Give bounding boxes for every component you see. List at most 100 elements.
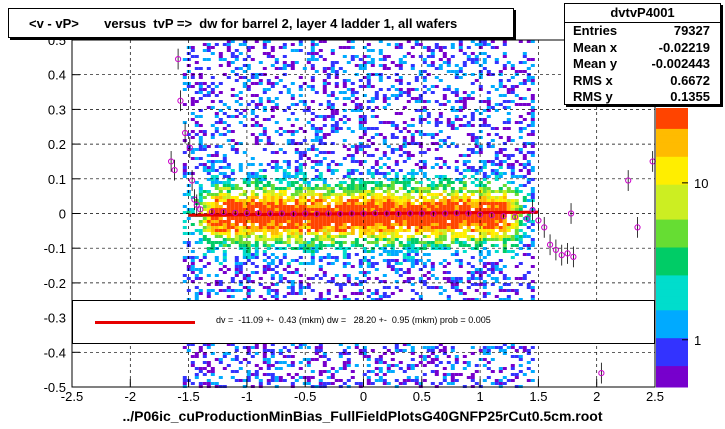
heatmap-cell bbox=[374, 94, 379, 97]
heatmap-cell bbox=[506, 88, 511, 91]
heatmap-cell bbox=[470, 73, 475, 76]
heatmap-cell bbox=[474, 79, 479, 82]
heatmap-cell bbox=[530, 280, 535, 283]
heatmap-cell bbox=[198, 349, 203, 352]
heatmap-cell bbox=[494, 217, 499, 220]
heatmap-cell bbox=[182, 121, 187, 124]
heatmap-cell bbox=[382, 223, 387, 226]
heatmap-cell bbox=[530, 256, 535, 259]
heatmap-cell bbox=[498, 226, 503, 229]
heatmap-cell bbox=[278, 376, 283, 379]
heatmap-cell bbox=[218, 172, 223, 175]
heatmap-cell bbox=[230, 172, 235, 175]
heatmap-cell bbox=[246, 277, 251, 280]
heatmap-cell bbox=[210, 133, 215, 136]
heatmap-cell bbox=[382, 154, 387, 157]
heatmap-cell bbox=[490, 346, 495, 349]
heatmap-cell bbox=[302, 196, 307, 199]
heatmap-cell bbox=[434, 175, 439, 178]
heatmap-cell bbox=[214, 178, 219, 181]
heatmap-cell bbox=[494, 154, 499, 157]
heatmap-cell bbox=[490, 370, 495, 373]
heatmap-cell bbox=[218, 64, 223, 67]
heatmap-cell bbox=[274, 292, 279, 295]
heatmap-cell bbox=[218, 91, 223, 94]
heatmap-cell bbox=[474, 298, 479, 301]
heatmap-cell bbox=[318, 55, 323, 58]
heatmap-cell bbox=[470, 298, 475, 301]
heatmap-cell bbox=[394, 217, 399, 220]
heatmap-cell bbox=[194, 256, 199, 259]
heatmap-cell bbox=[366, 55, 371, 58]
heatmap-cell bbox=[438, 103, 443, 106]
heatmap-cell bbox=[526, 283, 531, 286]
heatmap-cell bbox=[402, 187, 407, 190]
heatmap-cell bbox=[318, 127, 323, 130]
heatmap-cell bbox=[286, 187, 291, 190]
heatmap-cell bbox=[470, 52, 475, 55]
heatmap-cell bbox=[362, 355, 367, 358]
heatmap-cell bbox=[458, 100, 463, 103]
heatmap-cell bbox=[354, 214, 359, 217]
heatmap-cell bbox=[262, 109, 267, 112]
heatmap-cell bbox=[530, 142, 535, 145]
heatmap-cell bbox=[254, 220, 259, 223]
heatmap-cell bbox=[446, 205, 451, 208]
heatmap-cell bbox=[330, 112, 335, 115]
heatmap-cell bbox=[462, 181, 467, 184]
heatmap-cell bbox=[366, 229, 371, 232]
heatmap-cell bbox=[482, 247, 487, 250]
colorbar-segment bbox=[656, 108, 688, 116]
heatmap-cell bbox=[506, 136, 511, 139]
heatmap-cell bbox=[230, 199, 235, 202]
heatmap-cell bbox=[202, 220, 207, 223]
heatmap-cell bbox=[458, 172, 463, 175]
heatmap-cell bbox=[354, 292, 359, 295]
heatmap-cell bbox=[182, 175, 187, 178]
heatmap-cell bbox=[522, 154, 527, 157]
heatmap-cell bbox=[266, 163, 271, 166]
profile-point bbox=[523, 215, 530, 222]
heatmap-cell bbox=[190, 382, 195, 385]
heatmap-cell bbox=[310, 58, 315, 61]
heatmap-cell bbox=[446, 85, 451, 88]
heatmap-cell bbox=[306, 205, 311, 208]
heatmap-cell bbox=[466, 205, 471, 208]
heatmap-cell bbox=[358, 85, 363, 88]
heatmap-cell bbox=[386, 187, 391, 190]
heatmap-cell bbox=[430, 91, 435, 94]
heatmap-cell bbox=[258, 208, 263, 211]
heatmap-cell bbox=[406, 217, 411, 220]
heatmap-cell bbox=[438, 262, 443, 265]
heatmap-cell bbox=[198, 220, 203, 223]
heatmap-cell bbox=[342, 202, 347, 205]
heatmap-cell bbox=[486, 196, 491, 199]
heatmap-cell bbox=[386, 67, 391, 70]
heatmap-cell bbox=[346, 97, 351, 100]
heatmap-cell bbox=[198, 292, 203, 295]
heatmap-cell bbox=[330, 190, 335, 193]
heatmap-cell bbox=[422, 226, 427, 229]
heatmap-cell bbox=[498, 151, 503, 154]
heatmap-cell bbox=[230, 208, 235, 211]
heatmap-cell bbox=[422, 160, 427, 163]
heatmap-cell bbox=[530, 64, 535, 67]
heatmap-cell bbox=[298, 211, 303, 214]
heatmap-cell bbox=[498, 220, 503, 223]
heatmap-cell bbox=[298, 208, 303, 211]
heatmap-cell bbox=[190, 232, 195, 235]
heatmap-cell bbox=[226, 193, 231, 196]
x-tick-label: 0.5 bbox=[413, 389, 431, 404]
heatmap-cell bbox=[302, 358, 307, 361]
heatmap-cell bbox=[466, 217, 471, 220]
heatmap-cell bbox=[446, 124, 451, 127]
heatmap-cell bbox=[374, 238, 379, 241]
heatmap-cell bbox=[510, 367, 515, 370]
heatmap-cell bbox=[418, 94, 423, 97]
heatmap-cell bbox=[354, 55, 359, 58]
heatmap-cell bbox=[226, 175, 231, 178]
heatmap-cell bbox=[366, 295, 371, 298]
heatmap-cell bbox=[210, 241, 215, 244]
heatmap-cell bbox=[506, 166, 511, 169]
heatmap-cell bbox=[458, 196, 463, 199]
